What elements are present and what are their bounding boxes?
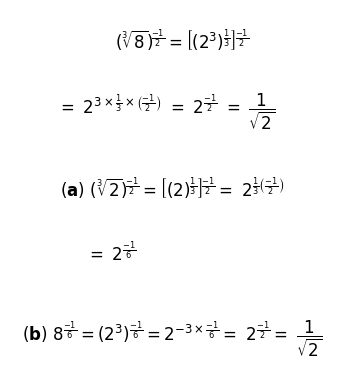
Text: $=\ 2^{3\times\frac{1}{3}\times\left(\frac{-1}{2}\right)}\ =\ 2^{\frac{-1}{2}}\ : $=\ 2^{3\times\frac{1}{3}\times\left(\fr… [57,92,276,132]
Text: $(\mathbf{a})\ \left(\sqrt[3]{2}\right)^{\!\frac{-1}{2}} = \left[(2)^{\frac{1}{3: $(\mathbf{a})\ \left(\sqrt[3]{2}\right)^… [60,175,285,201]
Text: $\left(\sqrt[3]{8}\right)^{\!\frac{-1}{2}} = \left[\left(2^3\right)^{\frac{1}{3}: $\left(\sqrt[3]{8}\right)^{\!\frac{-1}{2… [115,27,249,53]
Text: $=\ 2^{\frac{-1}{6}}$: $=\ 2^{\frac{-1}{6}}$ [87,240,137,264]
Text: $(\mathbf{b})\ 8^{\frac{-1}{6}} = (2^3)^{\frac{-1}{6}} = 2^{-3\times\frac{-1}{6}: $(\mathbf{b})\ 8^{\frac{-1}{6}} = (2^3)^… [22,319,323,360]
